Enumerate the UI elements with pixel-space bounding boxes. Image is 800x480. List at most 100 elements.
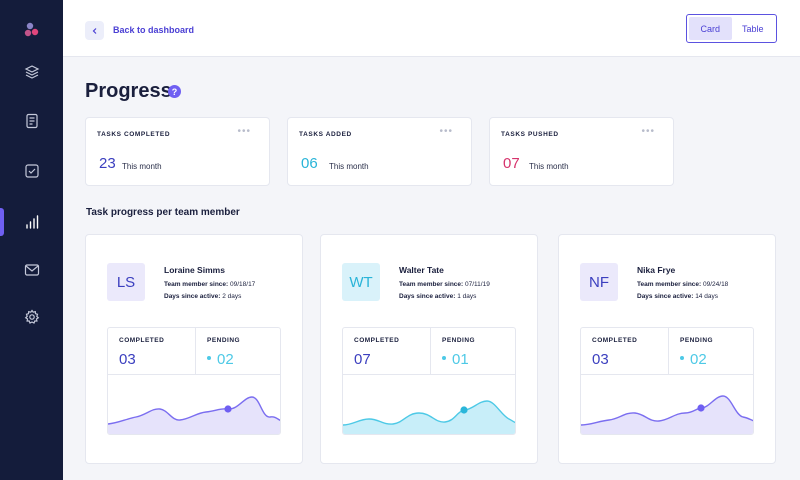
pending-dot-icon — [442, 356, 446, 361]
view-toggle: Card Table — [686, 14, 777, 43]
stat-value: 06 — [301, 155, 318, 172]
stat-value: 23 — [99, 155, 116, 172]
member-since: Team member since: 09/24/18 — [637, 281, 728, 288]
divider — [343, 374, 515, 375]
help-icon[interactable]: ? — [168, 85, 181, 98]
sparkline-marker — [697, 404, 705, 412]
stat-label: TASKS ADDED — [299, 131, 352, 138]
sidebar-item-tasks[interactable] — [0, 157, 63, 185]
member-since-value: 09/24/18 — [703, 281, 729, 288]
pending-dot-icon — [680, 356, 684, 361]
completed-column: COMPLETED 03 — [581, 328, 668, 374]
back-button[interactable] — [85, 21, 104, 40]
stat-suffix: This month — [529, 162, 569, 171]
gear-icon — [24, 309, 39, 324]
stat-label: TASKS PUSHED — [501, 131, 559, 138]
layers-icon — [24, 65, 39, 79]
completed-value: 03 — [119, 351, 136, 368]
sparkline-marker — [224, 405, 232, 413]
sparkline-marker — [460, 406, 468, 414]
sparkline-chart — [343, 400, 515, 434]
completed-value: 03 — [592, 351, 609, 368]
pending-label: PENDING — [207, 337, 241, 344]
pending-value-wrap: 02 — [207, 351, 234, 368]
days-active-value: 14 days — [695, 293, 718, 300]
pending-value: 01 — [452, 351, 469, 368]
completed-label: COMPLETED — [119, 337, 165, 344]
stat-card-completed: TASKS COMPLETED ••• 23 This month — [85, 117, 270, 186]
divider — [581, 374, 753, 375]
member-since-value: 09/18/17 — [230, 281, 256, 288]
sidebar — [0, 0, 63, 480]
stat-card-pushed: TASKS PUSHED ••• 07 This month — [489, 117, 674, 186]
top-bar: Back to dashboard Card Table — [63, 0, 800, 57]
completed-label: COMPLETED — [354, 337, 400, 344]
pending-label: PENDING — [680, 337, 714, 344]
view-toggle-table[interactable]: Table — [741, 23, 764, 34]
member-since-value: 07/11/19 — [465, 281, 490, 288]
pending-dot-icon — [207, 356, 211, 361]
completed-column: COMPLETED 03 — [108, 328, 195, 374]
section-title: Task progress per team member — [86, 207, 240, 218]
pending-column: PENDING 02 — [195, 328, 280, 374]
member-since: Team member since: 09/18/17 — [164, 281, 255, 288]
member-card[interactable]: NF Nika Frye Team member since: 09/24/18… — [558, 234, 776, 464]
pending-column: PENDING 01 — [430, 328, 515, 374]
page-title: Progress — [85, 80, 172, 102]
days-active-value: 2 days — [222, 293, 242, 300]
checkbox-icon — [24, 164, 39, 178]
completed-label: COMPLETED — [592, 337, 638, 344]
sidebar-item-messages[interactable] — [0, 256, 63, 284]
stat-value: 07 — [503, 155, 520, 172]
completed-column: COMPLETED 07 — [343, 328, 430, 374]
sidebar-active-indicator — [0, 208, 4, 236]
sparkline-chart — [108, 396, 280, 434]
member-since-label: Team member since: — [399, 281, 464, 288]
mail-icon — [24, 264, 39, 276]
sidebar-item-settings[interactable] — [0, 303, 63, 331]
chevron-left-icon — [92, 27, 96, 34]
pending-value-wrap: 02 — [680, 351, 707, 368]
member-stats: COMPLETED 07 PENDING 01 — [342, 327, 516, 435]
pending-column: PENDING 02 — [668, 328, 753, 374]
days-active-label: Days since active: — [164, 293, 221, 300]
member-stats: COMPLETED 03 PENDING 02 — [580, 327, 754, 435]
more-options-icon[interactable]: ••• — [237, 126, 251, 137]
avatar: WT — [342, 263, 380, 301]
days-active: Days since active: 14 days — [637, 293, 718, 300]
days-active: Days since active: 2 days — [164, 293, 241, 300]
member-since: Team member since: 07/11/19 — [399, 281, 490, 288]
days-active-value: 1 days — [457, 293, 477, 300]
pending-value: 02 — [217, 351, 234, 368]
document-icon — [25, 113, 38, 129]
brand-logo-icon[interactable] — [22, 20, 42, 40]
more-options-icon[interactable]: ••• — [439, 126, 453, 137]
divider — [108, 374, 280, 375]
member-name: Walter Tate — [399, 265, 444, 275]
stat-suffix: This month — [122, 162, 162, 171]
member-card[interactable]: LS Loraine Simms Team member since: 09/1… — [85, 234, 303, 464]
view-toggle-card[interactable]: Card — [689, 17, 732, 40]
pending-value: 02 — [690, 351, 707, 368]
sidebar-item-layers[interactable] — [0, 58, 63, 86]
more-options-icon[interactable]: ••• — [641, 126, 655, 137]
member-since-label: Team member since: — [164, 281, 229, 288]
stat-card-added: TASKS ADDED ••• 06 This month — [287, 117, 472, 186]
days-active-label: Days since active: — [637, 293, 694, 300]
days-active: Days since active: 1 days — [399, 293, 476, 300]
completed-value: 07 — [354, 351, 371, 368]
member-card[interactable]: WT Walter Tate Team member since: 07/11/… — [320, 234, 538, 464]
pending-value-wrap: 01 — [442, 351, 469, 368]
member-name: Nika Frye — [637, 265, 676, 275]
stat-suffix: This month — [329, 162, 369, 171]
sidebar-item-progress[interactable] — [0, 208, 63, 236]
sparkline-chart — [581, 395, 753, 434]
bar-chart-icon — [25, 215, 38, 229]
member-stats: COMPLETED 03 PENDING 02 — [107, 327, 281, 435]
sidebar-item-documents[interactable] — [0, 107, 63, 135]
member-name: Loraine Simms — [164, 265, 225, 275]
member-since-label: Team member since: — [637, 281, 702, 288]
stat-label: TASKS COMPLETED — [97, 131, 171, 138]
back-to-dashboard-link[interactable]: Back to dashboard — [113, 25, 195, 35]
days-active-label: Days since active: — [399, 293, 456, 300]
